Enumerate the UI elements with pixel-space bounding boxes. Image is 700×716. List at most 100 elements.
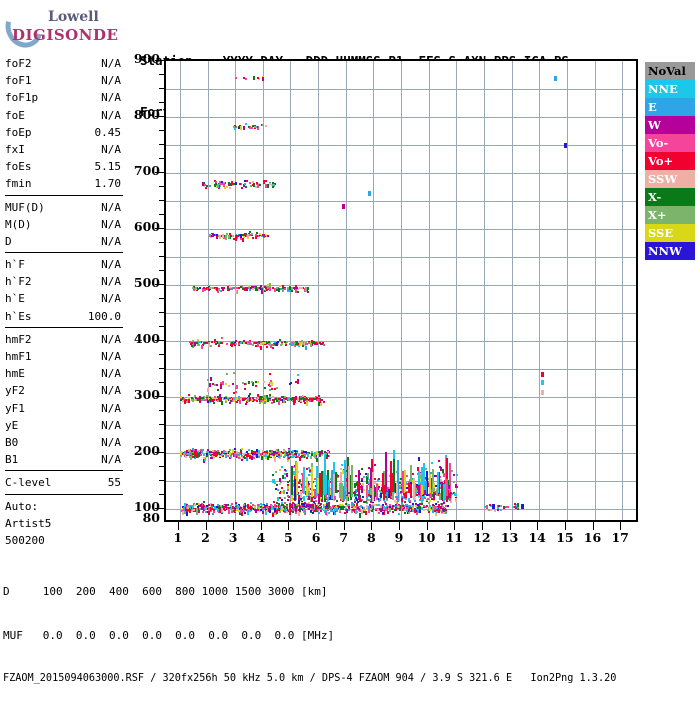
echo-point [209,396,212,399]
echo-point [313,505,316,508]
x-tick-label: 13 [500,530,519,545]
echo-point [298,485,301,488]
echo-point [269,382,272,385]
echo-spike [357,481,360,493]
echo-point [333,510,336,515]
echo-point [282,286,285,289]
echo-point [399,486,402,489]
echo-point [226,503,229,506]
echo-point [330,507,333,510]
legend-item-vo[interactable]: Vo- [645,134,695,152]
echo-point [286,480,289,483]
echo-point [280,287,282,290]
echo-point [235,76,238,79]
echo-spike [302,496,305,502]
echo-point [307,508,309,510]
echo-spike [448,488,451,494]
echo-point [309,342,312,347]
echo-point [184,510,187,514]
legend-item-noval[interactable]: NoVal [645,62,695,80]
echo-point [341,500,344,503]
echo-point [223,234,226,237]
echo-spike [424,490,426,495]
echo-point [238,506,241,509]
echo-spike [383,500,386,503]
echo-point [358,507,361,510]
param-key: foF1p [5,91,39,105]
echo-point [249,510,251,513]
echo-point [238,126,241,129]
echo-spike [439,492,442,500]
echo-point [305,287,308,292]
echo-point [360,504,363,507]
echo-spike [320,498,323,501]
echo-point [410,480,413,484]
legend-item-vo[interactable]: Vo+ [645,152,695,170]
legend-item-nne[interactable]: NNE [645,80,695,98]
gridline-horizontal-minor [166,89,636,90]
echo-spike [384,451,387,493]
echo-point [189,504,192,507]
x-tick-major [343,522,345,530]
echo-point [219,342,222,345]
echo-point [198,341,201,344]
echo-point [186,449,189,452]
echo-point [191,400,194,403]
echo-point [403,505,406,508]
polarization-legend[interactable]: NoVal NNE E W Vo- Vo+ SSW X- X+ SSE NNW [645,62,695,260]
x-tick-major [564,522,566,530]
echo-point [291,287,294,292]
echo-point [254,384,257,387]
echo-point [257,450,260,453]
echo-point [385,490,388,493]
echo-point [230,180,233,185]
echo-point [183,453,186,456]
echo-point [286,486,289,491]
echo-point [301,452,303,454]
echo-point [287,451,290,454]
ionogram-plot-area[interactable] [164,59,638,522]
echo-point [212,512,215,515]
echo-spike [298,495,301,500]
echo-point [419,478,422,482]
echo-point [378,498,381,501]
echo-point [402,492,405,495]
echo-spike [355,499,358,502]
echo-point [371,510,374,513]
legend-item-e[interactable]: E [645,98,695,116]
echo-spike [403,470,406,493]
legend-item-x[interactable]: X+ [645,206,695,224]
echo-point [270,455,272,458]
echo-point [214,505,217,508]
echo-point [317,511,320,514]
echo-point [283,397,286,400]
echo-point [191,343,194,346]
echo-point [231,234,234,237]
echo-point [290,504,293,507]
echo-point [242,397,245,400]
echo-point [264,399,267,402]
echo-point [211,449,214,452]
echo-point [235,503,238,506]
echo-point [198,505,201,507]
echo-point [230,456,232,459]
legend-item-nnw[interactable]: NNW [645,242,695,260]
legend-item-sse[interactable]: SSE [645,224,695,242]
legend-item-x[interactable]: X- [645,188,695,206]
echo-point [385,506,388,509]
echo-point [284,343,287,346]
echo-point [246,180,249,183]
echo-point [312,340,314,343]
echo-spike [295,461,298,495]
echo-point [258,454,261,459]
echo-point [301,503,304,505]
echo-point [230,400,233,403]
echo-point [248,507,251,510]
legend-item-w[interactable]: W [645,116,695,134]
echo-point [267,341,270,344]
echo-point [499,504,502,507]
echo-point [245,342,248,344]
echo-point [293,288,296,291]
legend-item-ssw[interactable]: SSW [645,170,695,188]
echo-point [196,505,199,508]
